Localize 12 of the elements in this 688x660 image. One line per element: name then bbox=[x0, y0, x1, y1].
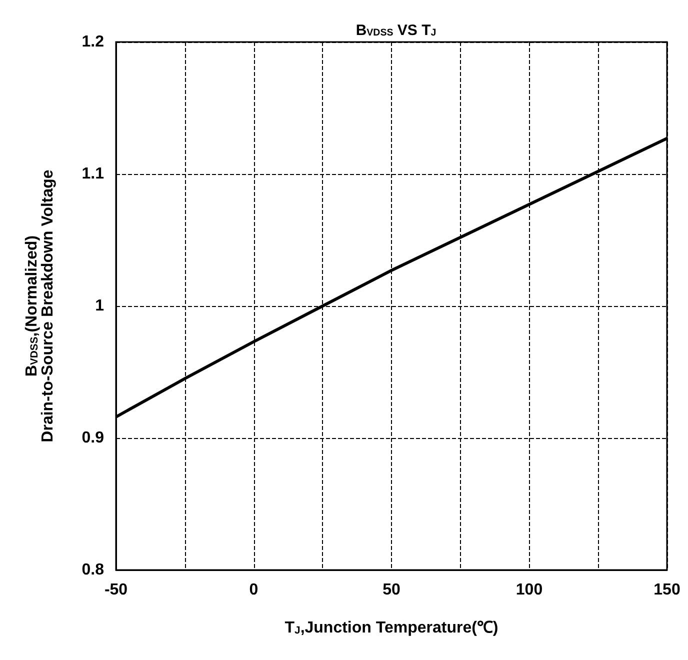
y-tick-label: 0.8 bbox=[82, 562, 104, 578]
x-axis-title: TJ,Junction Temperature(℃) bbox=[284, 620, 498, 636]
x-tick-label: 0 bbox=[249, 582, 258, 598]
chart-title: BVDSS VS TJ bbox=[356, 22, 436, 39]
y-tick-label: 1.1 bbox=[82, 166, 104, 182]
x-tick-label: -50 bbox=[104, 582, 128, 598]
x-tick-label: 50 bbox=[382, 582, 400, 598]
y-tick-label: 1.2 bbox=[82, 34, 104, 50]
y-tick-label: 1 bbox=[95, 298, 104, 314]
y-tick-label: 0.9 bbox=[82, 430, 104, 446]
x-tick-label: 100 bbox=[516, 582, 543, 598]
x-tick-label: 150 bbox=[654, 582, 680, 598]
